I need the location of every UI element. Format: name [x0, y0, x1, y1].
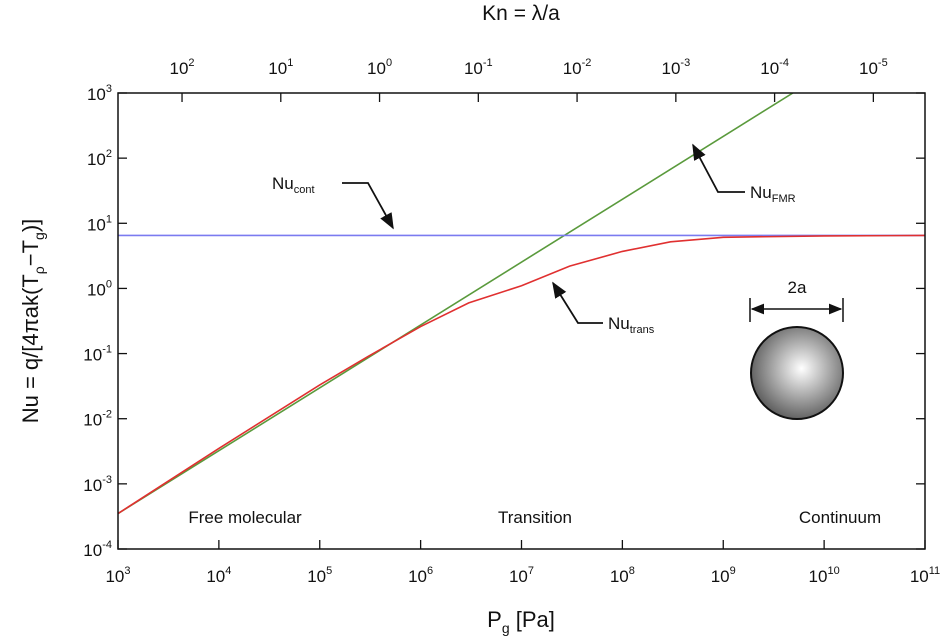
y-tick-label: 10-2: [83, 409, 112, 430]
line: [118, 234, 925, 515]
x-tick-label-exponent: 3: [124, 565, 130, 577]
x2-tick-label: 10-3: [661, 57, 690, 78]
x-tick-label-exponent: 8: [629, 565, 635, 577]
y-tick-label-exponent: 1: [106, 213, 112, 225]
plot-frame: [117, 92, 926, 550]
x-tick-label-base: 10: [711, 567, 730, 586]
x2-tick-label-exponent: -1: [483, 57, 493, 69]
x2-tick-label: 10-5: [859, 57, 888, 78]
x2-tick-label: 101: [268, 57, 293, 78]
x2-tick-label: 10-4: [760, 57, 789, 78]
x2-tick-label: 10-2: [563, 57, 592, 78]
x-tick-label: 109: [711, 565, 736, 586]
x2-tick-label: 102: [170, 57, 195, 78]
y-tick-label-base: 10: [83, 346, 102, 365]
region-label: Transition: [498, 508, 572, 527]
sphere: [750, 326, 844, 420]
x2-tick-label-base: 10: [367, 59, 386, 78]
x2-tick-label-base: 10: [859, 59, 878, 78]
x2-tick-label-base: 10: [464, 59, 483, 78]
x-tick-label-base: 10: [105, 567, 124, 586]
y-tick-label: 101: [87, 213, 112, 234]
x-tick-label: 107: [509, 565, 534, 586]
x-tick-label-exponent: 9: [730, 565, 736, 577]
x2-tick-label-base: 10: [661, 59, 680, 78]
y-tick-label-base: 10: [87, 215, 106, 234]
annotation-arrow: [342, 182, 394, 230]
x-tick-label-base: 10: [408, 567, 427, 586]
region-label: Continuum: [799, 508, 881, 527]
x-tick-label-base: 10: [509, 567, 528, 586]
x2-tick-label-exponent: 1: [287, 57, 293, 69]
x-tick-label-exponent: 4: [225, 565, 231, 577]
y-tick-label: 10-4: [83, 539, 112, 560]
annotation-arrow: [692, 143, 745, 193]
x2-tick-label-exponent: 2: [188, 57, 194, 69]
annotation: Nutrans: [608, 314, 655, 336]
y-axis-title: Nu = q/[4πak(Tρ−Tg)]: [18, 219, 47, 424]
x2-tick-label-base: 10: [563, 59, 582, 78]
y-tick-label: 103: [87, 83, 112, 104]
y-tick-label: 10-1: [83, 344, 112, 365]
x-tick-label-base: 10: [610, 567, 629, 586]
y-tick-label-exponent: -1: [102, 344, 112, 356]
x2-tick-label-exponent: 0: [386, 57, 392, 69]
x-tick-label-exponent: 11: [929, 565, 940, 577]
x2-tick-label-exponent: -4: [779, 57, 789, 69]
region-label: Free molecular: [188, 508, 302, 527]
x2-tick-label-exponent: -2: [582, 57, 592, 69]
x-tick-label-exponent: 5: [326, 565, 332, 577]
x-tick-label: 108: [610, 565, 635, 586]
x2-tick-label-exponent: -3: [680, 57, 690, 69]
x2-tick-label-base: 10: [760, 59, 779, 78]
y-tick-label-exponent: -4: [102, 539, 112, 551]
x2-tick-label: 10-1: [464, 57, 493, 78]
y-tick-label-base: 10: [87, 280, 106, 299]
annotation: NuFMR: [750, 183, 796, 205]
x-axis-title: Pg [Pa]: [487, 607, 555, 636]
y-tick-label-base: 10: [87, 150, 106, 169]
y-tick-label-base: 10: [83, 476, 102, 495]
x2-tick-label-exponent: -5: [878, 57, 888, 69]
x-tick-label-base: 10: [206, 567, 225, 586]
x-tick-label: 104: [206, 565, 231, 586]
x-tick-label-exponent: 6: [427, 565, 433, 577]
y-tick-label-exponent: 3: [106, 83, 112, 95]
y-tick-label: 10-3: [83, 474, 112, 495]
y-tick-label: 100: [87, 278, 112, 299]
x2-tick-label-base: 10: [170, 59, 189, 78]
x-tick-label-base: 10: [910, 567, 929, 586]
plot-area: 103 104 105 106 107 108 109 1010 101110-410-310-…: [83, 57, 940, 586]
y-tick-label-base: 10: [87, 85, 106, 104]
x-tick-label-base: 10: [307, 567, 326, 586]
x-tick-label-exponent: 7: [528, 565, 534, 577]
annotation-arrow: [552, 281, 603, 324]
x2-tick-label: 100: [367, 57, 392, 78]
x-tick-label: 103: [105, 565, 130, 586]
y-tick-label-exponent: 2: [106, 148, 112, 160]
x2-tick-label-base: 10: [268, 59, 287, 78]
x-tick-label-exponent: 10: [827, 565, 839, 577]
y-tick-label-exponent: -3: [102, 474, 112, 486]
line: [118, 93, 794, 515]
y-tick-label-exponent: -2: [102, 409, 112, 421]
y-tick-label-exponent: 0: [106, 278, 112, 290]
x-tick-label: 1010: [809, 565, 840, 586]
x-tick-label-base: 10: [809, 567, 828, 586]
annotation: Nucont: [272, 174, 315, 196]
x2-axis-title: Kn = λ/a: [482, 2, 560, 25]
x-tick-label: 105: [307, 565, 332, 586]
x-tick-label: 1011: [910, 565, 940, 586]
y-tick-label-base: 10: [83, 541, 102, 560]
diagram-label: 2a: [788, 278, 807, 297]
y-tick-label: 102: [87, 148, 112, 169]
y-tick-label-base: 10: [83, 411, 102, 430]
x-tick-label: 106: [408, 565, 433, 586]
